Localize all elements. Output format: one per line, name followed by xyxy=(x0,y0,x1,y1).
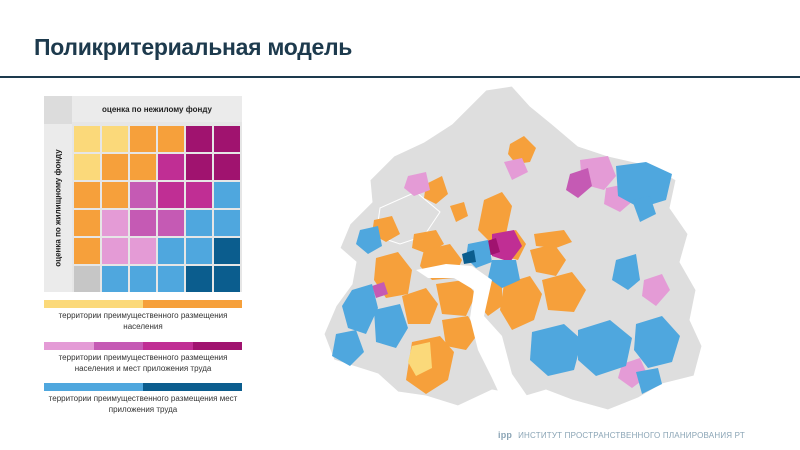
legend-bar-jobs xyxy=(44,383,242,391)
map-district xyxy=(442,316,478,350)
matrix-cell xyxy=(158,210,184,236)
matrix-cell xyxy=(158,154,184,180)
map-district xyxy=(492,230,522,262)
map-district xyxy=(462,250,476,264)
matrix-cell xyxy=(130,266,156,292)
matrix-cell xyxy=(102,182,128,208)
matrix-cell xyxy=(186,266,212,292)
map-district xyxy=(450,202,468,222)
matrix-cell xyxy=(102,154,128,180)
matrix-cell xyxy=(214,266,240,292)
matrix-cell xyxy=(158,266,184,292)
matrix-cell xyxy=(74,238,100,264)
legend-bar-segment xyxy=(143,383,242,391)
legend-bar-mixed xyxy=(44,342,242,350)
map-district xyxy=(408,342,432,376)
legend-bar-segment xyxy=(93,342,143,350)
legend-bar-segment xyxy=(192,342,242,350)
matrix-cell xyxy=(102,126,128,152)
matrix-cell xyxy=(74,154,100,180)
matrix-cell xyxy=(214,182,240,208)
footer: ipp ИНСТИТУТ ПРОСТРАНСТВЕННОГО ПЛАНИРОВА… xyxy=(498,430,745,440)
map-district xyxy=(504,158,528,180)
map-district xyxy=(372,282,388,298)
legend-bar-segment xyxy=(143,342,193,350)
map-district xyxy=(508,136,536,164)
matrix-cell xyxy=(158,238,184,264)
institute-name: ИНСТИТУТ ПРОСТРАНСТВЕННОГО ПЛАНИРОВАНИЯ … xyxy=(518,430,745,440)
title-divider xyxy=(0,76,800,78)
map-district xyxy=(478,192,512,244)
matrix-cell xyxy=(74,182,100,208)
map-district xyxy=(436,280,476,316)
matrix-cell xyxy=(74,126,100,152)
matrix-cell xyxy=(158,126,184,152)
map-district xyxy=(402,288,438,324)
legend-bar-population xyxy=(44,300,242,308)
matrix-cell xyxy=(214,210,240,236)
legend-text-jobs: территории преимущественного размещения … xyxy=(48,394,238,414)
matrix-cell xyxy=(186,238,212,264)
legend-item-mixed: территории преимущественного размещения … xyxy=(44,342,242,374)
map-district xyxy=(500,276,542,330)
legend-bar-segment xyxy=(143,300,242,308)
map-district xyxy=(332,330,364,366)
matrix-side-label: оценка по жилищному фонду xyxy=(44,124,72,292)
matrix-cell xyxy=(130,238,156,264)
page-title: Поликритериальная модель xyxy=(34,34,353,60)
legend-item-jobs: территории преимущественного размещения … xyxy=(44,383,242,415)
legend-text-population: территории преимущественного размещения … xyxy=(58,311,228,331)
matrix-cell xyxy=(130,210,156,236)
matrix-cell xyxy=(130,126,156,152)
map-district xyxy=(424,176,448,204)
legend-bar-segment xyxy=(44,383,143,391)
map-district xyxy=(634,316,680,368)
map-district xyxy=(356,226,382,254)
map-district xyxy=(542,272,586,312)
matrix-cell xyxy=(74,266,100,292)
matrix-cell xyxy=(186,154,212,180)
map-district xyxy=(612,254,640,290)
map-district xyxy=(616,162,672,208)
map-district xyxy=(578,320,632,376)
map-district xyxy=(342,284,378,334)
map-district xyxy=(632,196,656,222)
matrix-cell xyxy=(186,210,212,236)
matrix-cell xyxy=(186,126,212,152)
legend-bar-segment xyxy=(44,342,94,350)
map-district xyxy=(530,324,582,376)
district-map xyxy=(323,85,703,411)
legend-text-mixed: территории преимущественного размещения … xyxy=(58,353,228,373)
matrix-cell xyxy=(214,154,240,180)
institute-logo: ipp xyxy=(498,430,513,440)
map-district xyxy=(636,368,662,394)
map-district xyxy=(566,168,592,198)
map-district xyxy=(488,260,520,288)
matrix-cell xyxy=(74,210,100,236)
legend-item-population: территории преимущественного размещения … xyxy=(44,300,242,332)
matrix-cell xyxy=(130,182,156,208)
matrix-cell xyxy=(102,266,128,292)
matrix-cell xyxy=(102,210,128,236)
matrix-top-label: оценка по нежилому фонду xyxy=(72,96,242,122)
matrix-cell xyxy=(130,154,156,180)
matrix-cell xyxy=(158,182,184,208)
map-district xyxy=(530,244,566,276)
matrix-cell xyxy=(214,238,240,264)
matrix-corner xyxy=(44,96,72,124)
legend-bar-segment xyxy=(44,300,143,308)
map-district xyxy=(404,172,430,196)
legend-matrix: оценка по нежилому фонду оценка по жилищ… xyxy=(44,96,242,292)
matrix-grid xyxy=(74,126,240,292)
map-district xyxy=(534,230,572,248)
matrix-cell xyxy=(214,126,240,152)
map-river xyxy=(416,264,530,410)
map-district xyxy=(374,304,408,348)
matrix-side-label-text: оценка по жилищному фонду xyxy=(53,149,63,267)
matrix-cell xyxy=(186,182,212,208)
map-district xyxy=(642,274,670,306)
matrix-cell xyxy=(102,238,128,264)
